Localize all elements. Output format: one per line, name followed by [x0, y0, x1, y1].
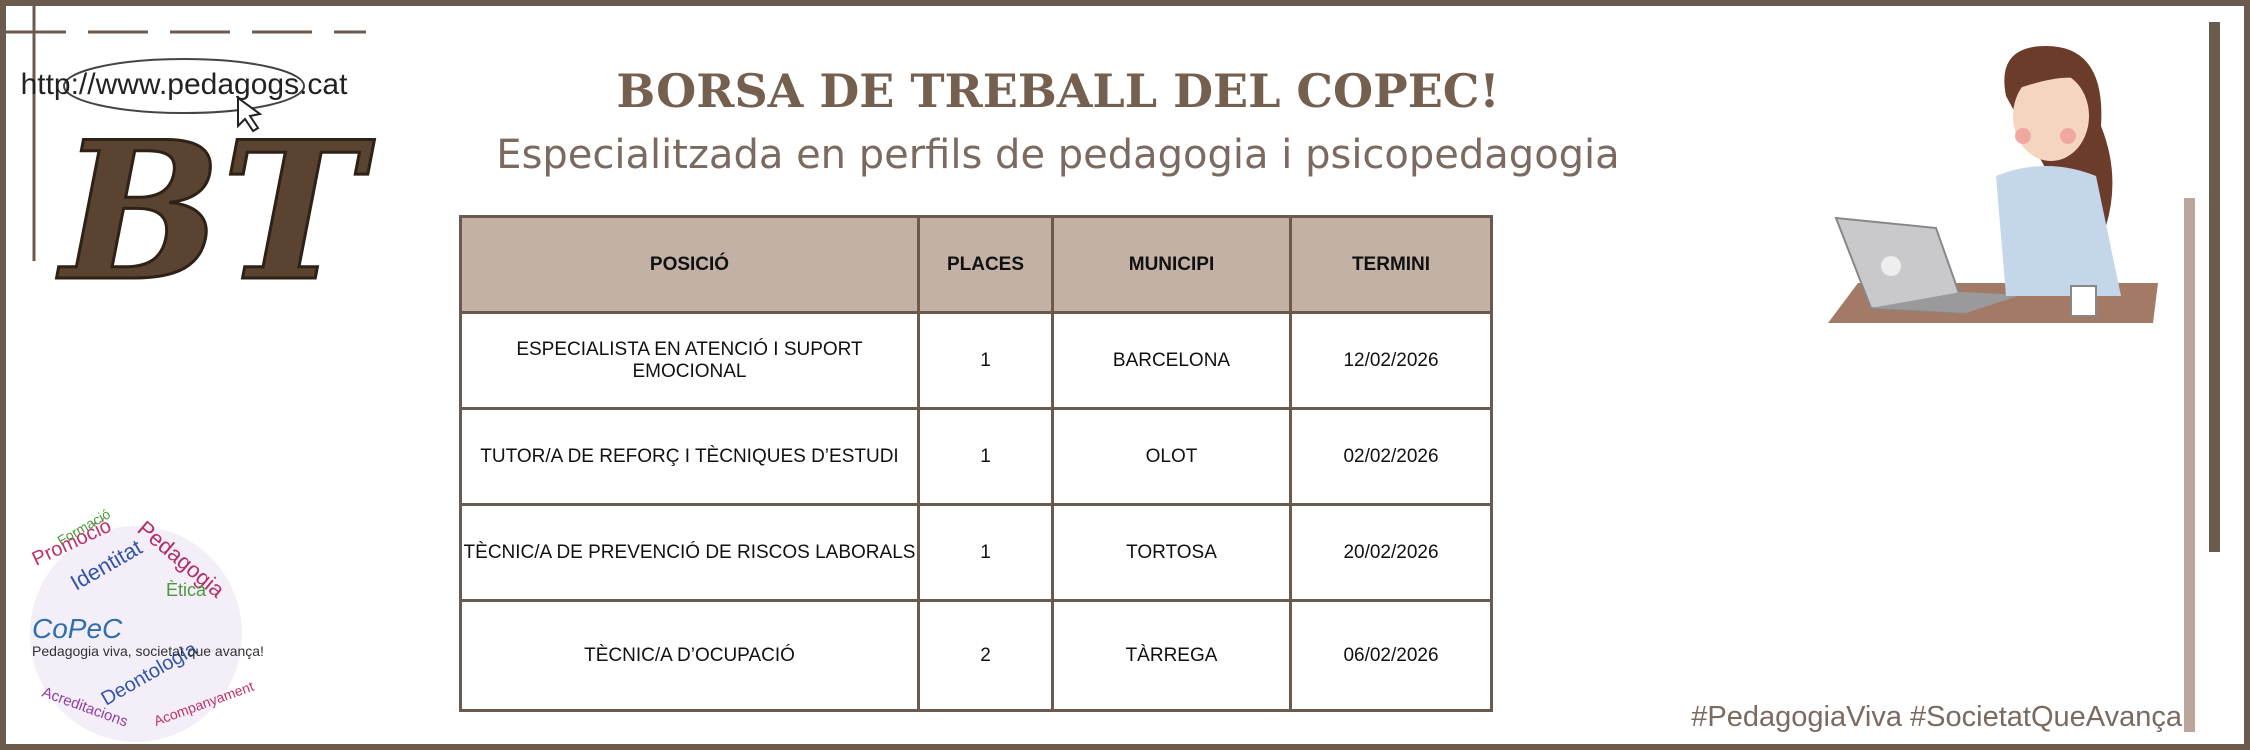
cell: ESPECIALISTA EN ATENCIÓ I SUPORT EMOCION…	[459, 311, 920, 410]
job-row: ESPECIALISTA EN ATENCIÓ I SUPORT EMOCION…	[459, 311, 1493, 410]
cell: 20/02/2026	[1289, 503, 1493, 602]
cloud-word: Ètica	[166, 580, 207, 600]
cell: TORTOSA	[1051, 503, 1292, 602]
cell: 1	[917, 311, 1054, 410]
hashtags: #PedagogiaViva #SocietatQueAvança	[1691, 701, 2182, 733]
copec-brand: CoPeC	[32, 613, 123, 644]
subtitle: Especialitzada en perfils de pedagogia i…	[496, 132, 1620, 178]
cell: TÀRREGA	[1051, 599, 1292, 712]
cell: OLOT	[1051, 407, 1292, 506]
copec-slogan: Pedagogia viva, societat que avança!	[32, 643, 264, 659]
bt-logo: BT	[56, 100, 375, 323]
column-header: MUNICIPI	[1051, 215, 1292, 314]
cell: 06/02/2026	[1289, 599, 1493, 712]
jobs-table: POSICIÓ PLACES MUNICIPI TERMINI ESPECIALIST…	[459, 215, 1493, 712]
url-pill	[63, 58, 305, 114]
cell: 12/02/2026	[1289, 311, 1493, 410]
cell: 1	[917, 407, 1054, 506]
job-row: TUTOR/A DE REFORÇ I TÈCNIQUES D’ESTUDI 1 O…	[459, 407, 1493, 506]
illustration	[1828, 46, 2158, 323]
cell: BARCELONA	[1051, 311, 1292, 410]
decor: http://www.pedagogs.cat BT Promoció Iden…	[6, 6, 2220, 742]
copec-logo: Promoció Identitat Pedagogia Ètica Deont…	[29, 505, 264, 742]
cell: 02/02/2026	[1289, 407, 1493, 506]
column-header: TERMINI	[1289, 215, 1493, 314]
side-bar	[2184, 198, 2195, 732]
job-row: TÈCNIC/A D’OCUPACIÓ 2 TÀRREGA 06/02/2026	[459, 599, 1493, 712]
cursor	[237, 96, 263, 133]
cell: TÈCNIC/A D’OCUPACIÓ	[459, 599, 920, 712]
header-row: POSICIÓ PLACES MUNICIPI TERMINI	[459, 215, 1493, 314]
title: BORSA DE TREBALL DEL COPEC!	[616, 64, 1500, 118]
cell: 1	[917, 503, 1054, 602]
job-row: TÈCNIC/A DE PREVENCIÓ DE RISCOS LABORALS…	[459, 503, 1493, 602]
url: http://www.pedagogs.cat	[21, 68, 349, 101]
column-header: POSICIÓ	[459, 215, 920, 314]
side-bar	[2209, 22, 2220, 552]
cell: TUTOR/A DE REFORÇ I TÈCNIQUES D’ESTUDI	[459, 407, 920, 506]
column-header: PLACES	[917, 215, 1054, 314]
cell: TÈCNIC/A DE PREVENCIÓ DE RISCOS LABORALS	[459, 503, 920, 602]
cell: 2	[917, 599, 1054, 712]
